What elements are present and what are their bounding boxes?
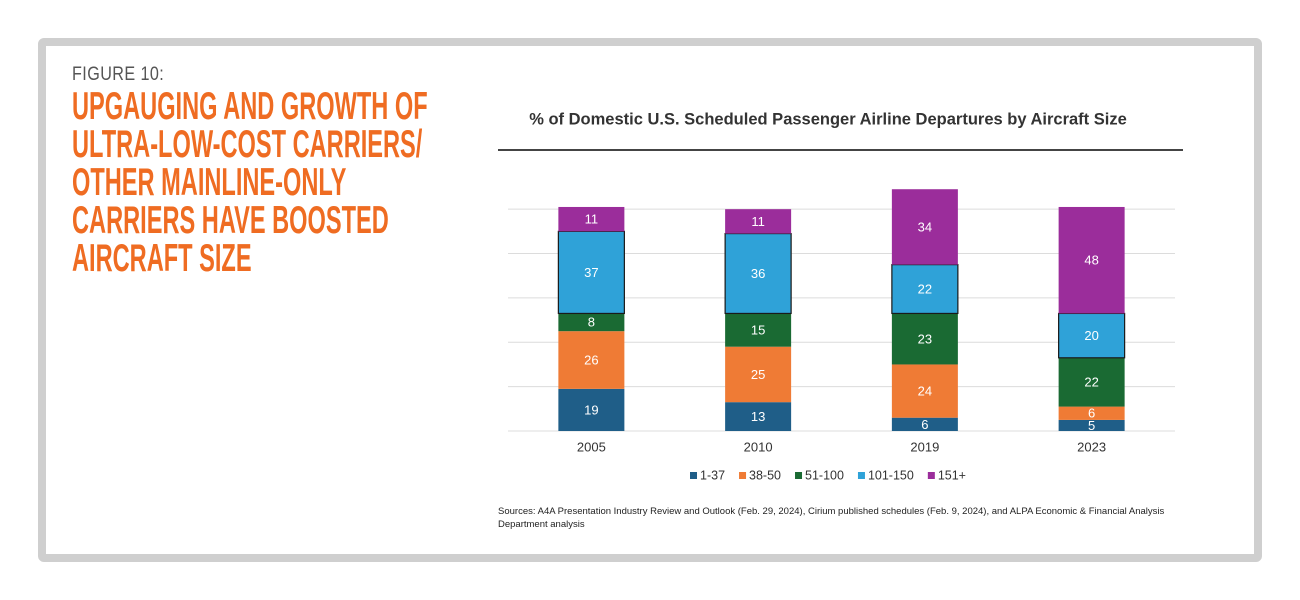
data-label: 8 [588, 315, 595, 330]
x-tick-label: 2010 [744, 439, 773, 454]
legend-swatch [857, 472, 865, 479]
title-line: OTHER MAINLINE-ONLY [72, 161, 347, 204]
bar-segment [891, 189, 958, 265]
legend-swatch [795, 472, 803, 479]
bar-segment [1058, 419, 1125, 431]
data-label: 11 [585, 212, 599, 227]
bar-segment [891, 313, 958, 365]
data-label: 25 [751, 367, 765, 382]
data-label: 13 [751, 409, 765, 424]
bar-segment [558, 313, 625, 332]
frame [38, 38, 1262, 562]
x-tick-label: 2023 [1077, 439, 1106, 454]
sources: Sources: A4A Presentation Industry Revie… [498, 506, 1165, 530]
bar-segment [1058, 406, 1125, 420]
bar-segment [557, 230, 625, 315]
title-line: ULTRA-LOW-COST CARRIERS/ [72, 123, 423, 166]
legend-label: 151+ [938, 468, 966, 482]
data-label: 20 [1084, 328, 1098, 343]
bar-segment [891, 364, 958, 418]
data-label: 5 [1088, 418, 1095, 433]
data-label: 48 [1084, 253, 1098, 268]
bar-segment [1058, 357, 1125, 407]
x-tick-label: 2019 [910, 439, 939, 454]
title-line: AIRCRAFT SIZE [72, 237, 252, 280]
data-label: 23 [918, 331, 932, 346]
data-label: 6 [921, 417, 928, 432]
title-line: CARRIERS HAVE BOOSTED [72, 199, 389, 242]
data-label: 22 [918, 281, 932, 296]
data-label: 22 [1084, 375, 1098, 390]
data-label: 26 [584, 352, 598, 367]
legend-label: 51-100 [805, 468, 844, 482]
legend-swatch [690, 472, 698, 479]
legend-label: 1-37 [700, 468, 725, 482]
title-line: UPGAUGING AND GROWTH OF [72, 85, 428, 128]
data-label: 19 [584, 402, 598, 417]
legend-label: 101-150 [868, 468, 914, 482]
data-label: 36 [751, 266, 765, 281]
bar-segment [891, 417, 958, 431]
legend-swatch [739, 472, 747, 479]
x-tick-label: 2005 [577, 439, 606, 454]
bar-segment [725, 402, 792, 431]
bar-segment [1058, 206, 1125, 314]
figure-label: FIGURE 10: [72, 64, 165, 85]
bar-segment [558, 331, 625, 389]
bar-segment [724, 232, 792, 315]
data-label: 34 [918, 219, 932, 234]
legend-label: 38-50 [749, 468, 781, 482]
bar-segment [725, 209, 792, 234]
bar-segment [725, 313, 792, 347]
legend-swatch [927, 472, 935, 479]
data-label: 11 [751, 214, 765, 229]
chart-title: % of Domestic U.S. Scheduled Passenger A… [529, 110, 1127, 128]
bar-segment [891, 264, 959, 315]
bar-segment [558, 206, 625, 232]
data-label: 37 [584, 265, 598, 280]
data-label: 15 [751, 323, 765, 338]
bar-segment [725, 346, 792, 403]
data-label: 6 [1088, 406, 1095, 421]
data-label: 24 [918, 384, 932, 399]
bar-segment [558, 388, 625, 431]
